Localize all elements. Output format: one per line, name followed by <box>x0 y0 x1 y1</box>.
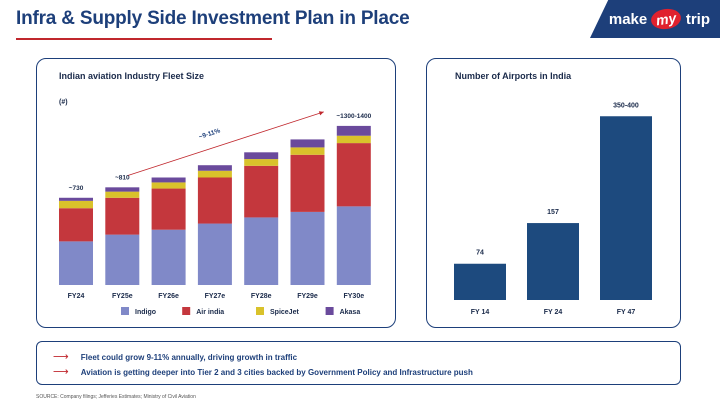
x-tick-label: FY 24 <box>544 309 563 316</box>
total-label: ~1300-1400 <box>336 113 371 120</box>
x-tick-label: FY29e <box>297 293 318 300</box>
bar-segment-indigo <box>151 229 186 285</box>
bar-segment-indigo <box>59 241 93 285</box>
legend-swatch-akasa <box>325 307 334 315</box>
logo-my: my <box>650 6 683 32</box>
bar-segment-air-india <box>105 197 140 235</box>
bar-segment-spicejet <box>151 182 186 189</box>
legend-swatch-spicejet <box>256 307 264 315</box>
fleet-chart-title: Indian aviation Industry Fleet Size <box>59 71 205 81</box>
legend-label: Akasa <box>340 309 361 316</box>
x-tick-label: FY24 <box>68 293 85 300</box>
arrow-icon: ⟶ <box>53 366 69 378</box>
key-points-box: ⟶ Fleet could grow 9-11% annually, drivin… <box>36 341 681 385</box>
bar-segment-spicejet <box>105 191 140 198</box>
bar-segment-air-india <box>197 177 232 224</box>
brand-logo: make my trip <box>608 6 710 32</box>
value-label: 74 <box>476 250 484 257</box>
bar-segment-spicejet <box>244 159 279 166</box>
growth-annotation: ~9-11% <box>198 127 222 141</box>
bar-segment-air-india <box>336 143 371 207</box>
bar-segment-air-india <box>290 154 325 212</box>
bar-segment-indigo <box>290 211 325 285</box>
x-tick-label: FY 14 <box>471 309 490 316</box>
x-tick-label: FY30e <box>343 293 364 300</box>
airports-chart-svg: 74 FY 14 157 FY 24 350-400 FY 47 <box>454 102 652 316</box>
bar <box>527 223 579 300</box>
legend-swatch-air-india <box>182 307 191 315</box>
bar-segment-spicejet <box>197 170 232 178</box>
bar-segment-akasa <box>59 197 93 201</box>
bar-segment-akasa <box>197 165 232 171</box>
legend-label: Air india <box>196 309 224 316</box>
total-label: ~730 <box>69 185 84 192</box>
fleet-size-panel: Indian aviation Industry Fleet Size (#) … <box>36 58 396 328</box>
legend-label: SpiceJet <box>270 309 299 316</box>
bar-segment-indigo <box>197 223 232 285</box>
bar-segment-spicejet <box>59 200 93 209</box>
value-label: 157 <box>547 209 559 216</box>
bar-segment-indigo <box>336 206 371 285</box>
fleet-unit-label: (#) <box>59 99 68 106</box>
bar-segment-air-india <box>151 188 186 230</box>
key-point-1: ⟶ Fleet could grow 9-11% annually, drivin… <box>53 350 297 363</box>
key-point-1-text: Fleet could grow 9-11% annually, driving… <box>80 353 298 362</box>
x-tick-label: FY 47 <box>617 309 636 316</box>
bar-segment-akasa <box>105 187 140 192</box>
bar <box>600 116 652 300</box>
bar-segment-indigo <box>244 217 279 285</box>
page-title: Infra & Supply Side Investment Plan in P… <box>16 8 410 29</box>
value-label: 350-400 <box>613 102 639 109</box>
source-note: SOURCE: Company filings; Jefferies Estim… <box>36 394 196 400</box>
key-point-2-text: Aviation is getting deeper into Tier 2 a… <box>80 368 473 377</box>
bar-segment-indigo <box>105 234 140 285</box>
bar-segment-spicejet <box>290 147 325 155</box>
bar-segment-akasa <box>336 125 371 136</box>
x-tick-label: FY26e <box>158 293 179 300</box>
x-tick-label: FY25e <box>112 293 133 300</box>
logo-make: make <box>608 11 648 28</box>
airports-panel: Number of Airports in India 74 FY 14 157 FY… <box>426 58 681 328</box>
arrow-icon: ⟶ <box>53 351 69 363</box>
x-tick-label: FY27e <box>205 293 226 300</box>
legend-swatch-indigo <box>121 307 129 315</box>
key-point-2: ⟶ Aviation is getting deeper into Tier 2 … <box>53 365 473 378</box>
fleet-chart-svg: FY24 FY25e FY26e FY27e FY28e FY29e FY30e ~730 ~8… <box>59 111 372 316</box>
total-label: ~810 <box>115 174 130 181</box>
bar-segment-air-india <box>59 208 93 242</box>
legend-label: Indigo <box>135 309 156 316</box>
growth-arrow-line <box>128 111 324 176</box>
logo-trip: trip <box>685 11 710 28</box>
airports-chart-title: Number of Airports in India <box>455 71 572 81</box>
bar <box>454 263 506 300</box>
bar-segment-akasa <box>290 139 325 148</box>
title-underline <box>16 38 272 40</box>
bar-segment-akasa <box>151 177 186 183</box>
growth-arrow-head <box>318 111 324 116</box>
bar-segment-spicejet <box>336 135 371 144</box>
bar-segment-air-india <box>244 165 279 218</box>
bar-segment-akasa <box>244 152 279 160</box>
x-tick-label: FY28e <box>251 293 272 300</box>
